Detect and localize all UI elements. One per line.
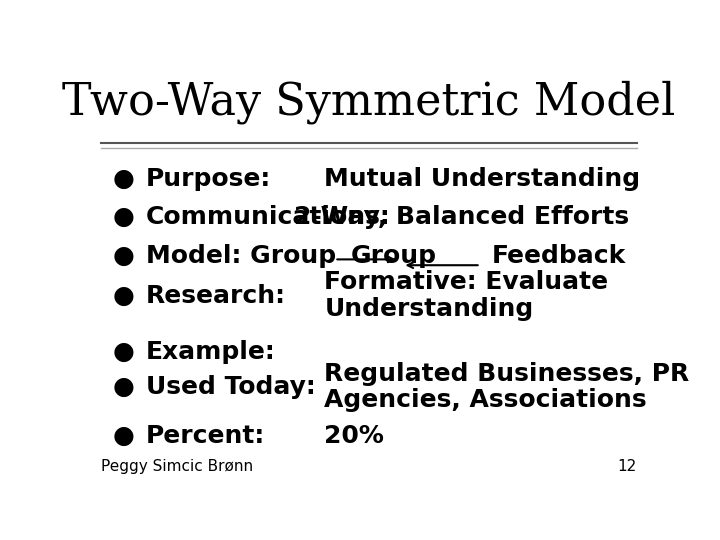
Text: 2-Way, Balanced Efforts: 2-Way, Balanced Efforts bbox=[294, 205, 629, 228]
Text: Two-Way Symmetric Model: Two-Way Symmetric Model bbox=[63, 80, 675, 124]
Text: Percent:: Percent: bbox=[145, 424, 265, 448]
Text: ●: ● bbox=[112, 205, 134, 228]
Text: ●: ● bbox=[112, 340, 134, 364]
Text: ●: ● bbox=[112, 424, 134, 448]
Text: Understanding: Understanding bbox=[324, 297, 534, 321]
Text: Agencies, Associations: Agencies, Associations bbox=[324, 388, 647, 413]
Text: Mutual Understanding: Mutual Understanding bbox=[324, 167, 641, 191]
Text: ●: ● bbox=[112, 375, 134, 399]
Text: 12: 12 bbox=[618, 460, 637, 474]
Text: Regulated Businesses, PR: Regulated Businesses, PR bbox=[324, 362, 690, 386]
Text: ●: ● bbox=[112, 244, 134, 268]
Text: ●: ● bbox=[112, 284, 134, 308]
Text: ●: ● bbox=[112, 167, 134, 191]
Text: Peggy Simcic Brønn: Peggy Simcic Brønn bbox=[101, 460, 253, 474]
Text: Example:: Example: bbox=[145, 340, 276, 364]
Text: Purpose:: Purpose: bbox=[145, 167, 271, 191]
Text: Used Today:: Used Today: bbox=[145, 375, 315, 399]
Text: Formative: Evaluate: Formative: Evaluate bbox=[324, 270, 608, 294]
Text: Feedback: Feedback bbox=[492, 244, 626, 268]
Text: Model: Group: Model: Group bbox=[145, 244, 336, 268]
Text: 20%: 20% bbox=[324, 424, 384, 448]
Text: Research:: Research: bbox=[145, 284, 286, 308]
Text: Group: Group bbox=[351, 244, 437, 268]
Text: Communications:: Communications: bbox=[145, 205, 390, 228]
